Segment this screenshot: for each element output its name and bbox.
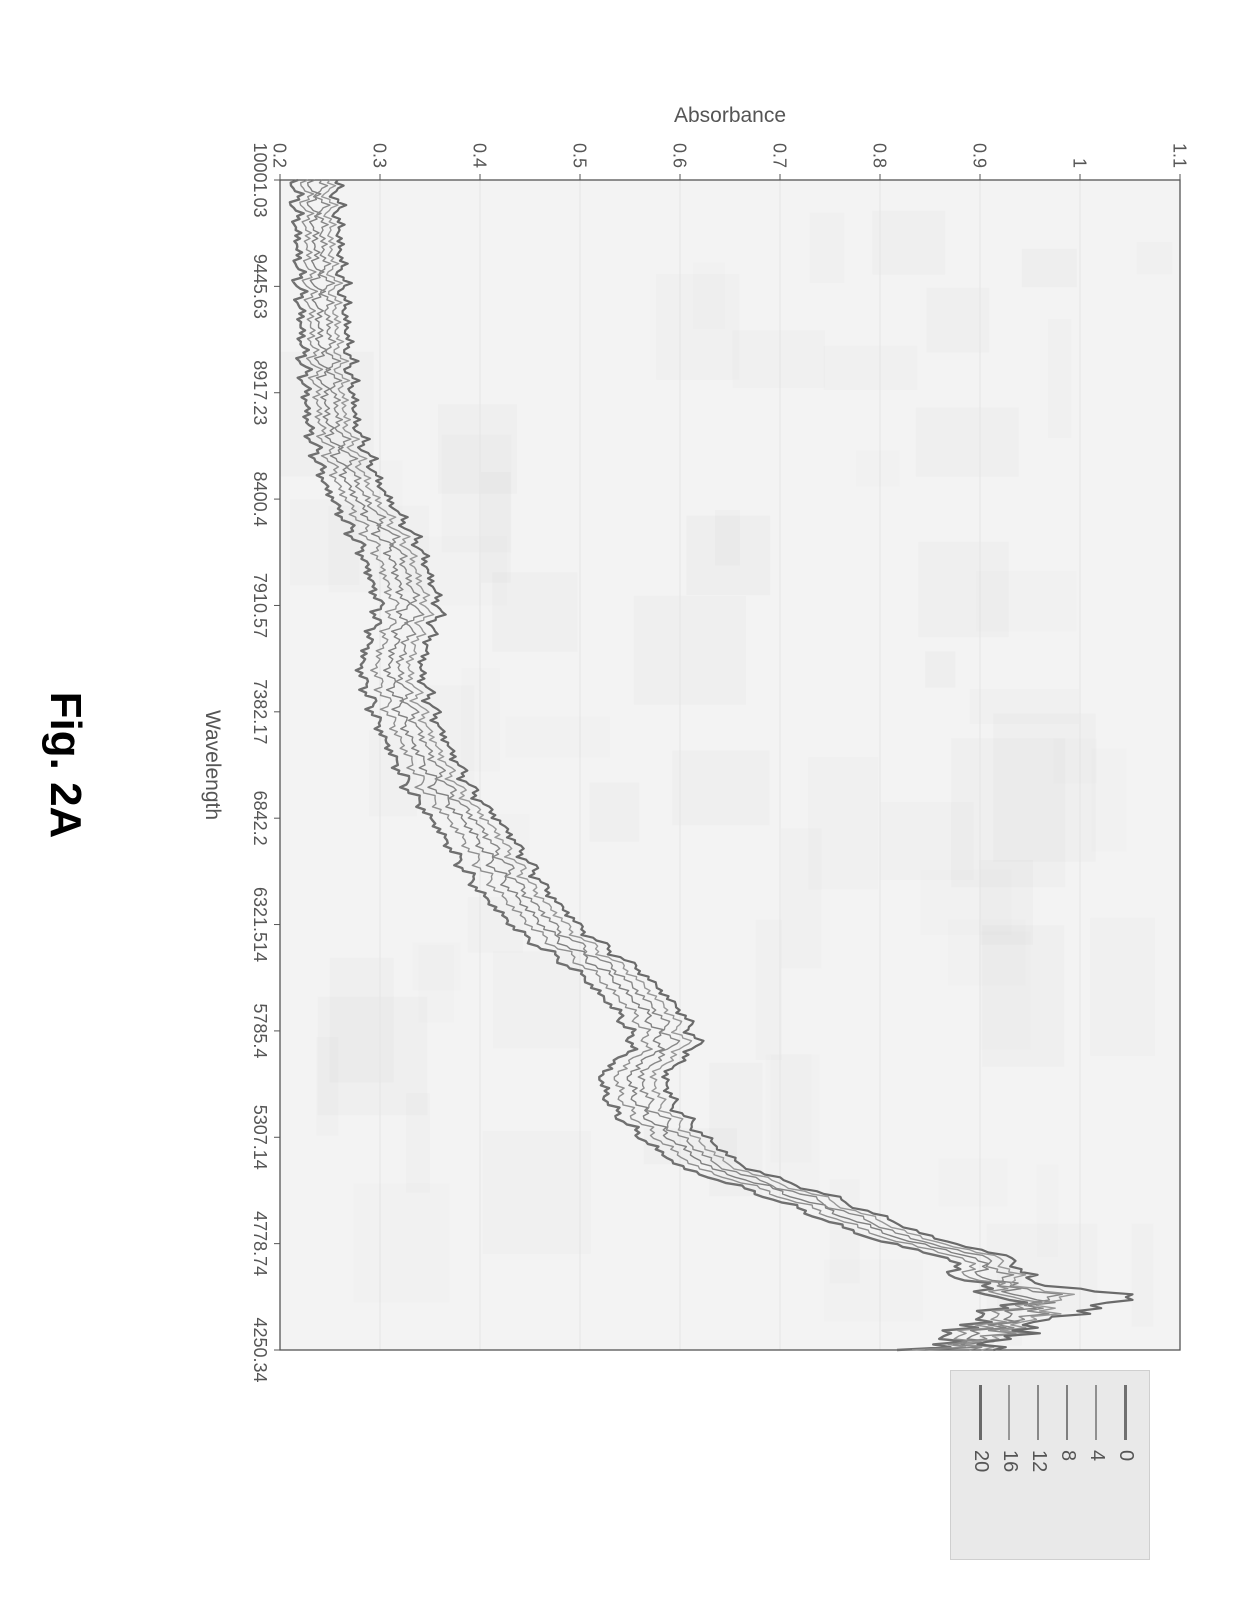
legend-label: 12 bbox=[1027, 1450, 1050, 1472]
y-tick-label: 0.2 bbox=[270, 143, 290, 168]
legend-label: 0 bbox=[1114, 1450, 1137, 1461]
legend-label: 20 bbox=[969, 1450, 992, 1472]
legend-item: 8 bbox=[1056, 1385, 1079, 1545]
y-tick-label: 1.1 bbox=[1170, 143, 1190, 168]
x-axis-label: Wavelength bbox=[200, 710, 224, 820]
figure-area: 0.2 0.3 0.4 0.5 0.6 0.7 0.8 0.9 1 1.1 10001.03 9445… bbox=[0, 0, 1240, 1620]
legend-swatch bbox=[1009, 1385, 1011, 1440]
legend-swatch bbox=[1124, 1385, 1128, 1440]
legend-label: 8 bbox=[1056, 1450, 1079, 1461]
x-tick-label: 10001.03 bbox=[250, 142, 270, 217]
legend-label: 4 bbox=[1085, 1450, 1108, 1461]
x-tick-label: 7382.17 bbox=[250, 679, 270, 744]
legend-swatch bbox=[1067, 1385, 1069, 1440]
figure-caption: Fig. 2A bbox=[40, 692, 90, 839]
x-tick-label: 8400.4 bbox=[250, 472, 270, 527]
x-tick-label: 6321.514 bbox=[250, 887, 270, 962]
x-tick-label: 4250.34 bbox=[250, 1317, 270, 1382]
legend-swatch bbox=[1096, 1385, 1098, 1440]
y-tick-label: 0.4 bbox=[470, 143, 490, 168]
rotated-figure-wrap: 0.2 0.3 0.4 0.5 0.6 0.7 0.8 0.9 1 1.1 10001.03 9445… bbox=[0, 0, 1240, 1620]
x-tick-label: 9445.63 bbox=[250, 254, 270, 319]
legend-swatch bbox=[1038, 1385, 1040, 1440]
y-tick-label: 0.5 bbox=[570, 143, 590, 168]
legend-item: 4 bbox=[1085, 1385, 1108, 1545]
y-tick-label: 0.3 bbox=[370, 143, 390, 168]
y-tick-label: 0.6 bbox=[670, 143, 690, 168]
x-tick-label: 8917.23 bbox=[250, 360, 270, 425]
legend-item: 16 bbox=[998, 1385, 1021, 1545]
legend-item: 0 bbox=[1114, 1385, 1137, 1545]
y-tick-label: 0.8 bbox=[870, 143, 890, 168]
y-tick-label: 0.7 bbox=[770, 143, 790, 168]
legend-item: 12 bbox=[1027, 1385, 1050, 1545]
legend-label: 16 bbox=[998, 1450, 1021, 1472]
chart-svg: 0.20.30.40.50.60.70.80.911.110001.039445… bbox=[280, 180, 1180, 1350]
page: 0.2 0.3 0.4 0.5 0.6 0.7 0.8 0.9 1 1.1 10001.03 9445… bbox=[0, 0, 1240, 1620]
x-tick-label: 7910.57 bbox=[250, 573, 270, 638]
x-tick-label: 5307.14 bbox=[250, 1105, 270, 1170]
x-tick-label: 5785.4 bbox=[250, 1003, 270, 1058]
legend-swatch bbox=[979, 1385, 982, 1440]
chart-plot-area: 0.20.30.40.50.60.70.80.911.110001.039445… bbox=[280, 180, 1180, 1350]
legend-item: 20 bbox=[969, 1385, 992, 1545]
x-tick-label: 6842.2 bbox=[250, 791, 270, 846]
y-tick-label: 0.9 bbox=[970, 143, 990, 168]
y-axis-label: Absorbance bbox=[674, 104, 786, 128]
y-tick-label: 1 bbox=[1070, 158, 1090, 168]
legend: 048 12 16 20 bbox=[950, 1370, 1150, 1560]
x-tick-label: 4778.74 bbox=[250, 1211, 270, 1276]
